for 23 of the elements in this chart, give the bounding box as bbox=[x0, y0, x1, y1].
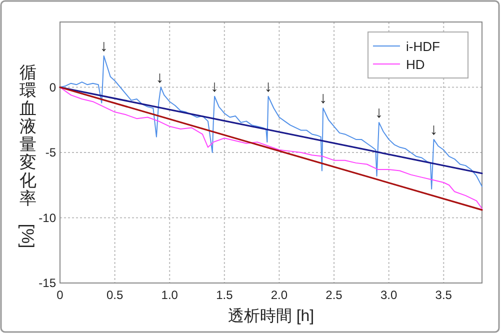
y-tick-label: -10 bbox=[38, 210, 56, 225]
annotation: ↓ bbox=[430, 121, 438, 138]
y-tick-label: 0 bbox=[49, 80, 56, 94]
x-tick-label: 3.0 bbox=[380, 288, 398, 302]
x-tick-label: 2.5 bbox=[326, 288, 343, 302]
annotation: ↓ bbox=[374, 104, 383, 122]
line-series bbox=[60, 55, 482, 190]
x-tick-label: 1.0 bbox=[161, 288, 178, 302]
annotation: ↓ bbox=[319, 90, 328, 108]
x-tick-label: 0.5 bbox=[106, 288, 124, 302]
annotation: ↓ bbox=[264, 78, 272, 96]
x-tick-label: 3.5 bbox=[435, 288, 452, 302]
y-tick-label: -15 bbox=[38, 276, 56, 290]
annotation: ↓ bbox=[210, 78, 219, 96]
annotation: ↓ bbox=[156, 69, 164, 86]
legend-label: HD bbox=[406, 57, 425, 72]
text: 循環血液量変化率 [%] bbox=[18, 63, 37, 248]
x-tick-label: 1.5 bbox=[216, 288, 234, 302]
y-tick-label: -5 bbox=[45, 146, 56, 160]
annotation: ↓ bbox=[100, 38, 108, 55]
x-axis-title: 透析時間 [h] bbox=[228, 307, 314, 325]
legend-label: i-HDF bbox=[406, 39, 440, 54]
x-tick-label: 2.0 bbox=[270, 288, 288, 302]
